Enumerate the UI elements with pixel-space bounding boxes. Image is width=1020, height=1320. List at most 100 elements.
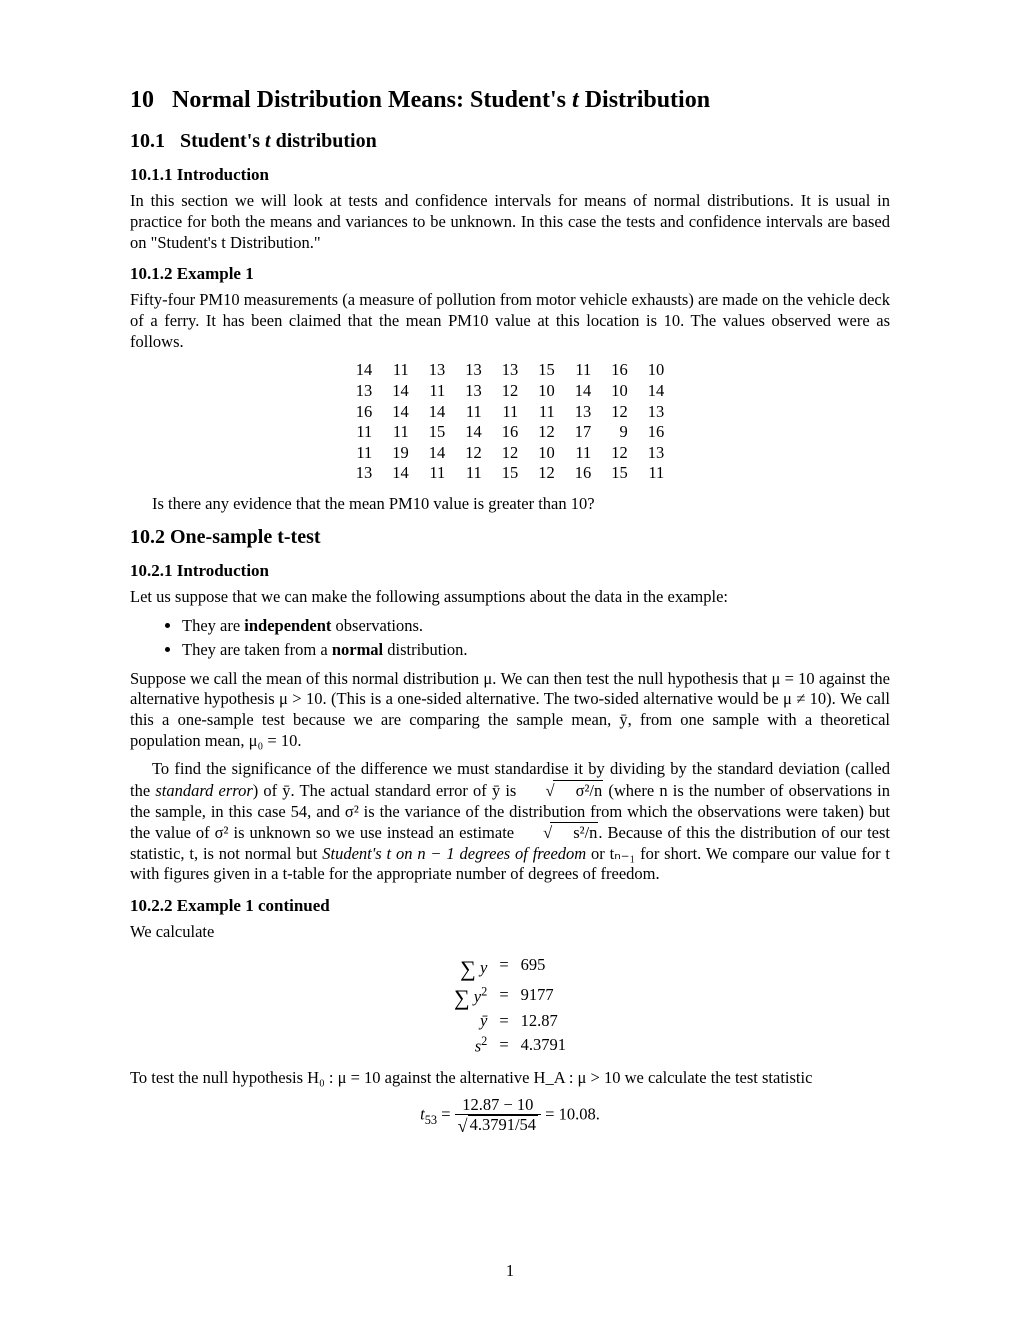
table-cell: 12 xyxy=(492,381,529,402)
table-cell: 11 xyxy=(346,422,383,443)
table-cell: 12 xyxy=(455,443,492,464)
list-item-text: They are taken from a xyxy=(182,640,332,659)
eq-op: = xyxy=(493,951,514,981)
paragraph: Suppose we call the mean of this normal … xyxy=(130,669,890,752)
paragraph-text: ) of ȳ. The actual standard error of ȳ i… xyxy=(253,781,522,800)
data-table: 1411131313151116101314111312101410141614… xyxy=(346,360,675,484)
subsection-number: 10.1 xyxy=(130,130,165,152)
table-cell: 10 xyxy=(528,443,565,464)
table-row: 111914121210111213 xyxy=(346,443,675,464)
eq-rhs: 4.3791 xyxy=(515,1033,572,1058)
radicand: σ²/n xyxy=(553,780,604,802)
table-cell: 11 xyxy=(382,422,419,443)
table-cell: 9 xyxy=(601,422,638,443)
subsection-text: distribution xyxy=(271,130,377,152)
list-item-text: distribution. xyxy=(383,640,467,659)
table-cell: 11 xyxy=(492,402,529,423)
assumption-list: They are independent observations. They … xyxy=(130,616,890,661)
sqrt-expr: √ 4.3791/54 xyxy=(458,1115,538,1134)
radicand: s²/n xyxy=(550,822,598,844)
table-cell: 13 xyxy=(455,360,492,381)
eq-lhs: ∑ y2 xyxy=(448,980,493,1010)
eq-op: = xyxy=(493,1033,514,1058)
eq-op: = xyxy=(493,980,514,1010)
table-cell: 13 xyxy=(455,381,492,402)
list-item-text: They are xyxy=(182,616,244,635)
radicand: 4.3791/54 xyxy=(468,1115,538,1134)
list-item: They are taken from a normal distributio… xyxy=(182,640,890,661)
table-cell: 13 xyxy=(492,360,529,381)
paragraph-ital: standard error xyxy=(155,781,252,800)
table-row: 11111514161217916 xyxy=(346,422,675,443)
table-cell: 15 xyxy=(601,463,638,484)
subsection-heading: 10.1 Student's t distribution xyxy=(130,129,890,154)
eq-rhs: 695 xyxy=(515,951,572,981)
subsection-heading: 10.2 One-sample t-test xyxy=(130,525,890,550)
table-cell: 12 xyxy=(492,443,529,464)
subsubsection-heading: 10.2.1 Introduction xyxy=(130,560,890,581)
table-cell: 11 xyxy=(565,443,602,464)
table-row: 141113131315111610 xyxy=(346,360,675,381)
eq-result: = 10.08. xyxy=(541,1105,600,1124)
table-cell: 13 xyxy=(419,360,456,381)
eq-lhs: ȳ xyxy=(448,1010,493,1033)
eq-rhs: 9177 xyxy=(515,980,572,1010)
table-cell: 17 xyxy=(565,422,602,443)
table-cell: 14 xyxy=(638,381,675,402)
table-cell: 10 xyxy=(601,381,638,402)
page-number: 1 xyxy=(0,1261,1020,1282)
subsection-text: Student's xyxy=(180,130,265,152)
eq-symbol: ȳ xyxy=(480,1011,487,1030)
equation-block: ∑ y = 695 ∑ y2 = 9177 ȳ = 12.87 s2 = 4.3… xyxy=(448,951,572,1058)
table-row: 161414111111131213 xyxy=(346,402,675,423)
table-cell: 14 xyxy=(455,422,492,443)
table-cell: 19 xyxy=(382,443,419,464)
paragraph: Is there any evidence that the mean PM10… xyxy=(130,494,890,515)
list-item-bold: independent xyxy=(244,616,331,635)
table-cell: 13 xyxy=(346,381,383,402)
section-number: 10 xyxy=(130,87,154,113)
page: 10 Normal Distribution Means: Student's … xyxy=(0,0,1020,1320)
table-cell: 11 xyxy=(455,463,492,484)
table-cell: 14 xyxy=(382,463,419,484)
subsubsection-heading: 10.1.1 Introduction xyxy=(130,164,890,185)
table-cell: 14 xyxy=(346,360,383,381)
eq-rhs: 12.87 xyxy=(515,1010,572,1033)
table-cell: 10 xyxy=(638,360,675,381)
table-cell: 15 xyxy=(419,422,456,443)
table-cell: 14 xyxy=(565,381,602,402)
sqrt-expr: σ²/n xyxy=(522,780,604,802)
sqrt-expr: s²/n xyxy=(519,822,598,844)
table-cell: 12 xyxy=(528,463,565,484)
table-row: 131411111512161511 xyxy=(346,463,675,484)
table-cell: 12 xyxy=(528,422,565,443)
paragraph: Let us suppose that we can make the foll… xyxy=(130,587,890,608)
paragraph: To test the null hypothesis H₀ : μ = 10 … xyxy=(130,1068,890,1089)
eq-op: = xyxy=(493,1010,514,1033)
paragraph: Fifty-four PM10 measurements (a measure … xyxy=(130,290,890,352)
table-cell: 16 xyxy=(346,402,383,423)
table-cell: 11 xyxy=(455,402,492,423)
table-cell: 13 xyxy=(638,402,675,423)
subsubsection-heading: 10.1.2 Example 1 xyxy=(130,263,890,284)
eq-lhs: s2 xyxy=(448,1033,493,1058)
table-cell: 14 xyxy=(382,381,419,402)
final-equation: t53 = 12.87 − 10 √ 4.3791/54 = 10.08. xyxy=(130,1096,890,1135)
table-cell: 13 xyxy=(565,402,602,423)
list-item-bold: normal xyxy=(332,640,383,659)
eq-lhs: ∑ y xyxy=(448,951,493,981)
list-item: They are independent observations. xyxy=(182,616,890,637)
table-cell: 11 xyxy=(565,360,602,381)
table-cell: 13 xyxy=(346,463,383,484)
table-cell: 11 xyxy=(346,443,383,464)
table-cell: 15 xyxy=(528,360,565,381)
subsubsection-heading: 10.2.2 Example 1 continued xyxy=(130,895,890,916)
table-cell: 13 xyxy=(638,443,675,464)
table-cell: 14 xyxy=(419,402,456,423)
table-cell: 15 xyxy=(492,463,529,484)
paragraph-ital: Student's t on n − 1 degrees of freedom xyxy=(322,844,586,863)
table-cell: 11 xyxy=(528,402,565,423)
heading-ital: t xyxy=(572,87,579,113)
table-cell: 11 xyxy=(419,463,456,484)
table-row: 131411131210141014 xyxy=(346,381,675,402)
